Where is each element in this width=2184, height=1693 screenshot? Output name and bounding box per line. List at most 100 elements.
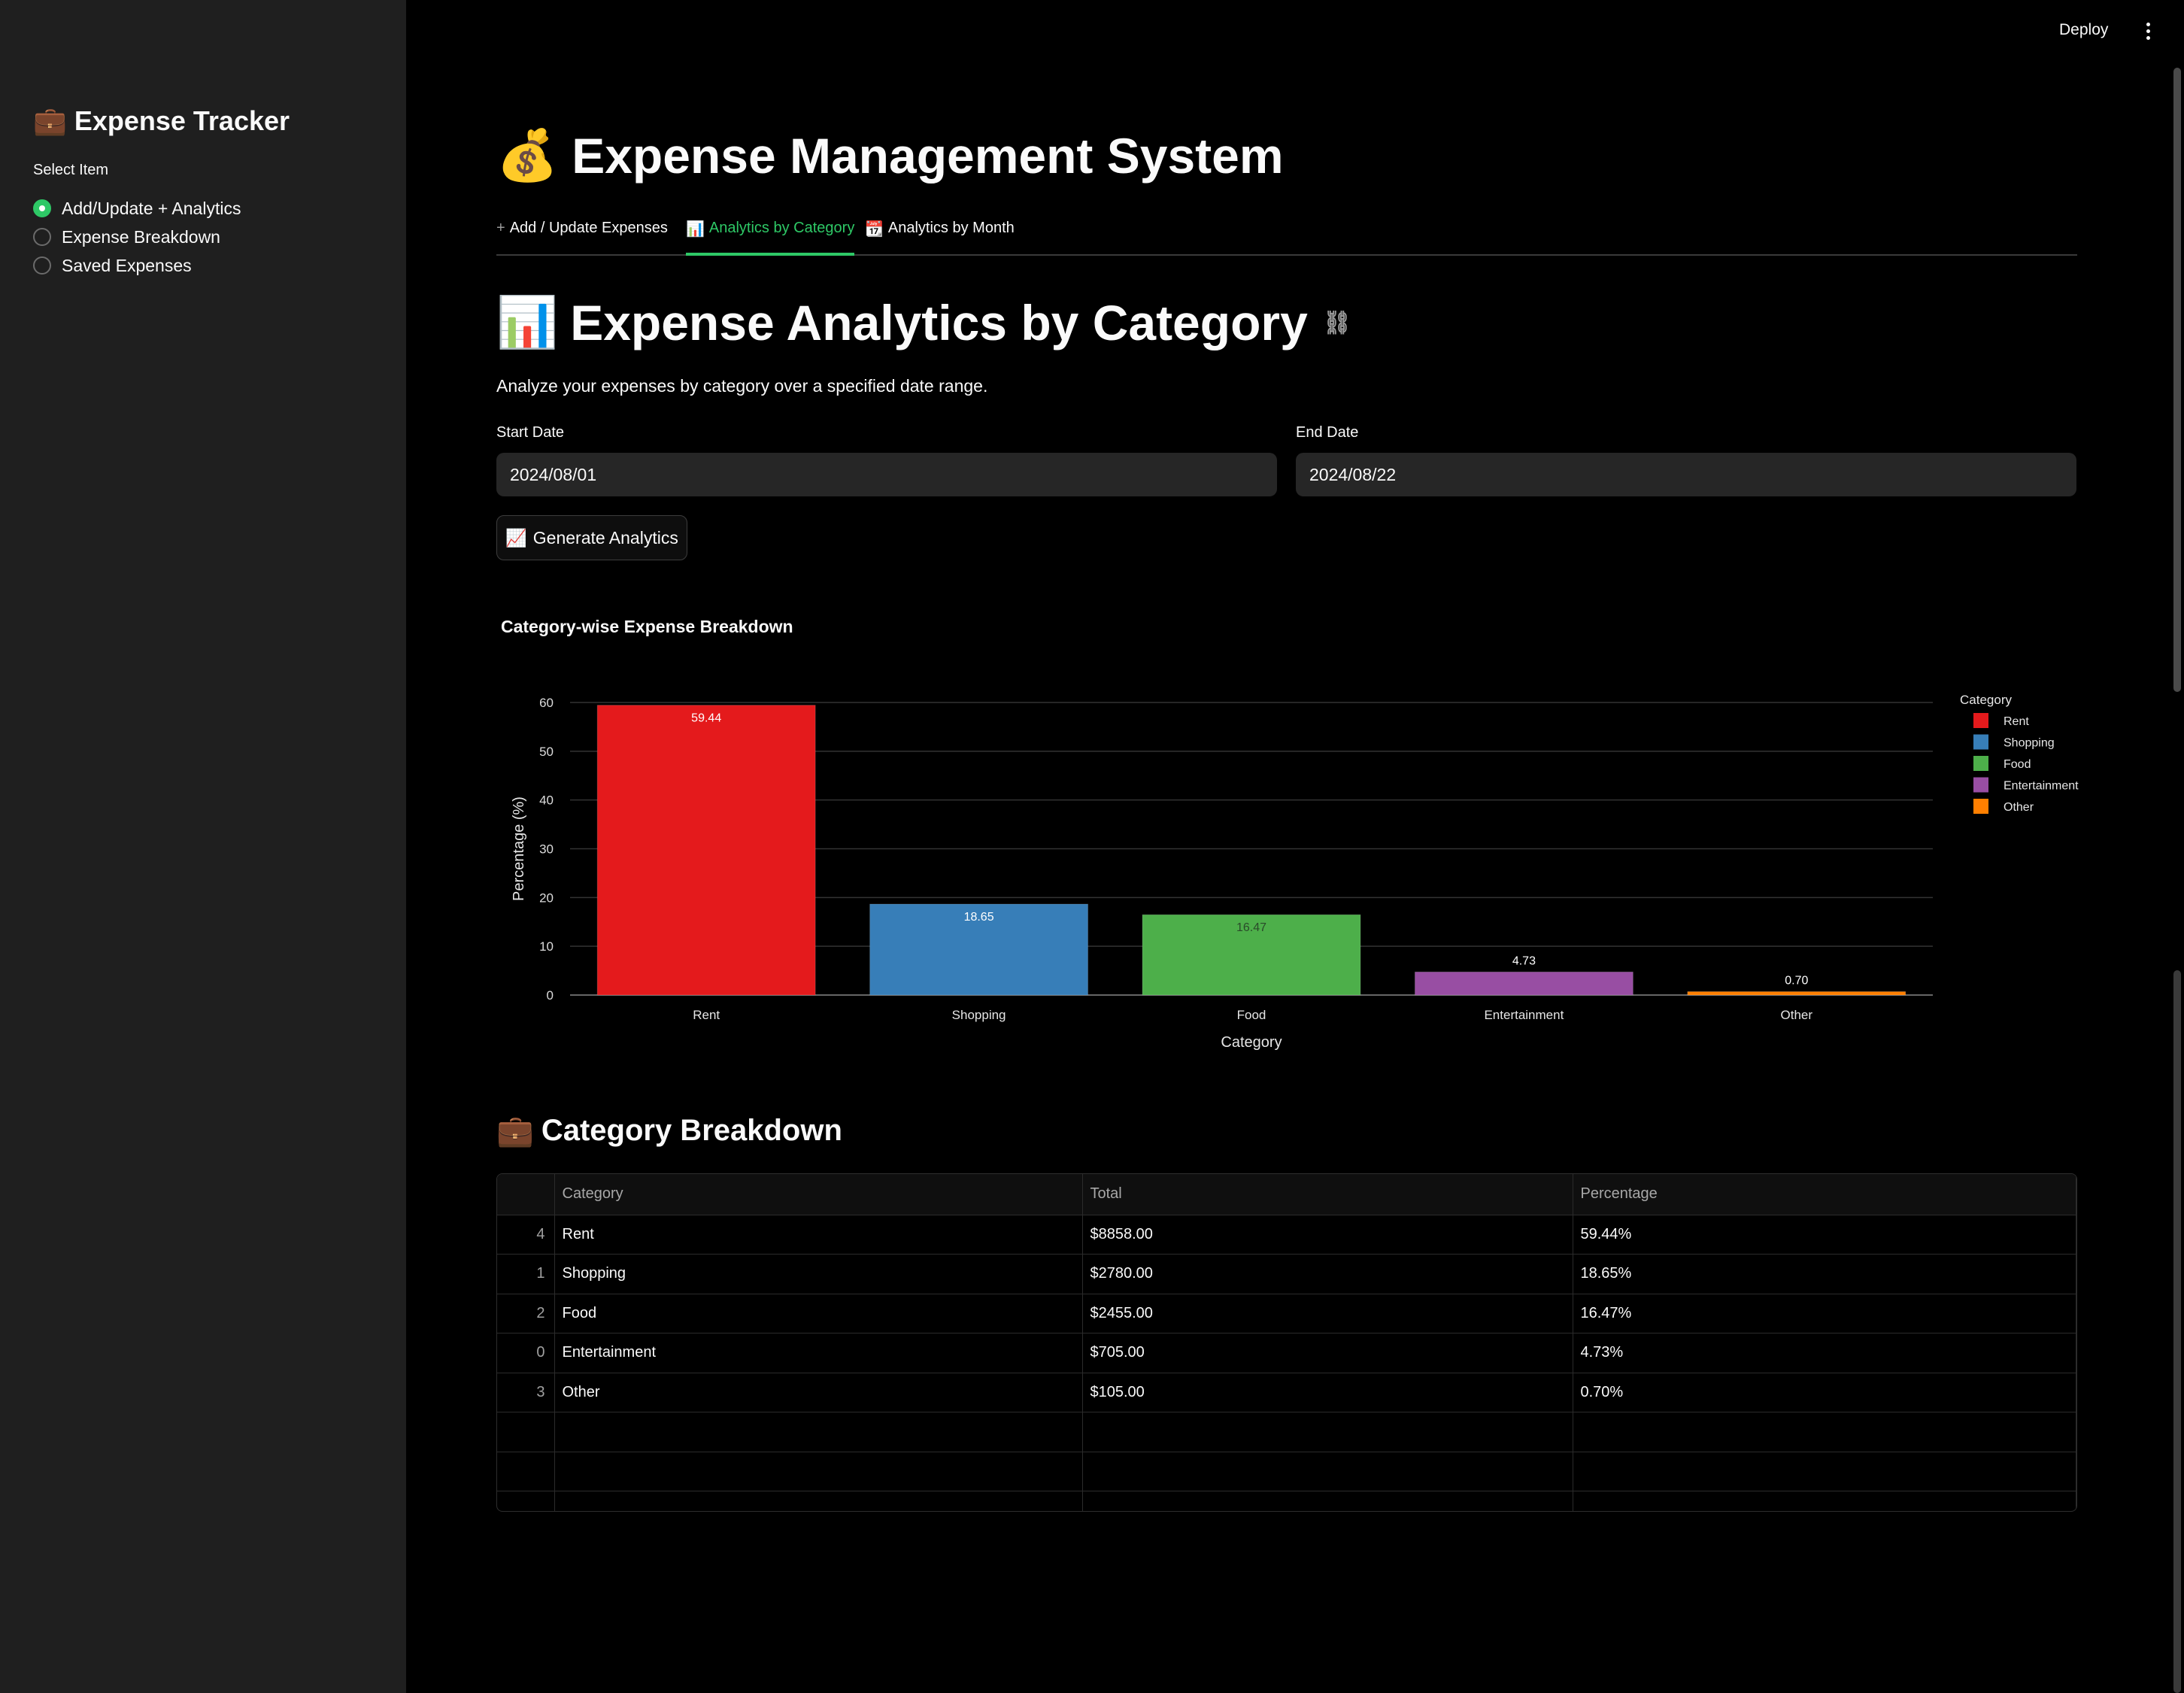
tab-analytics-by-category[interactable]: 📊 Analytics by Category — [686, 220, 855, 256]
empty-cell[interactable] — [497, 1452, 555, 1491]
page-title-text: Expense Management System — [572, 128, 1284, 184]
cell-total[interactable]: $2780.00 — [1082, 1254, 1573, 1294]
radio-option-add-update-analytics[interactable]: Add/Update + Analytics — [33, 194, 241, 223]
legend-swatch — [1973, 713, 1988, 728]
legend-title: Category — [1960, 693, 2012, 707]
plus-icon: + — [496, 220, 505, 236]
cell-category[interactable]: Other — [554, 1373, 1083, 1412]
empty-cell[interactable] — [1082, 1491, 1573, 1511]
bar-shopping — [869, 903, 1089, 996]
column-header-category[interactable]: Category — [554, 1174, 1083, 1215]
empty-cell[interactable] — [554, 1452, 1083, 1491]
row-index[interactable]: 4 — [497, 1215, 555, 1255]
column-header-percentage[interactable]: Percentage — [1573, 1174, 2076, 1215]
briefcase-icon: 💼 — [496, 1115, 534, 1148]
table-row[interactable]: 1 Shopping $2780.00 18.65% — [497, 1254, 2076, 1294]
cell-total[interactable]: $2455.00 — [1082, 1294, 1573, 1333]
cell-total[interactable]: $8858.00 — [1082, 1215, 1573, 1255]
category-breakdown-heading: 💼 Category Breakdown — [496, 1113, 842, 1148]
radio-option-saved-expenses[interactable]: Saved Expenses — [33, 251, 241, 280]
start-date-input[interactable] — [496, 453, 1277, 496]
table-row[interactable]: 2 Food $2455.00 16.47% — [497, 1294, 2076, 1333]
cell-percentage[interactable]: 4.73% — [1573, 1333, 2076, 1373]
column-header-total[interactable]: Total — [1082, 1174, 1573, 1215]
empty-cell[interactable] — [1573, 1491, 2076, 1511]
x-tick-label: Food — [1237, 1008, 1266, 1022]
empty-cell[interactable] — [554, 1491, 1083, 1511]
cell-category[interactable]: Food — [554, 1294, 1083, 1333]
cell-total[interactable]: $705.00 — [1082, 1333, 1573, 1373]
bar-value-label: 4.73 — [1512, 954, 1536, 967]
cell-total[interactable]: $105.00 — [1082, 1373, 1573, 1412]
tab-label: Add / Update Expenses — [509, 220, 668, 236]
empty-cell[interactable] — [1573, 1452, 2076, 1491]
empty-cell[interactable] — [497, 1491, 555, 1511]
scrollbar-thumb[interactable] — [2173, 68, 2181, 692]
row-index[interactable]: 3 — [497, 1373, 555, 1412]
y-tick-label: 60 — [539, 696, 554, 710]
section-description: Analyze your expenses by category over a… — [496, 376, 988, 396]
tab-bar: + Add / Update Expenses 📊 Analytics by C… — [496, 215, 2077, 256]
chart-increasing-icon: 📈 — [505, 527, 527, 548]
bar-value-label: 16.47 — [1236, 921, 1266, 934]
row-index[interactable]: 2 — [497, 1294, 555, 1333]
legend-swatch — [1973, 756, 1988, 771]
radio-unselected-icon[interactable] — [33, 228, 51, 246]
table-row[interactable]: 0 Entertainment $705.00 4.73% — [497, 1333, 2076, 1373]
deploy-button[interactable]: Deploy — [2059, 21, 2109, 38]
bar-food — [1142, 914, 1361, 996]
cell-category[interactable]: Rent — [554, 1215, 1083, 1255]
column-header-index[interactable] — [497, 1174, 555, 1215]
bar-value-label: 59.44 — [691, 712, 721, 725]
row-index[interactable]: 1 — [497, 1254, 555, 1294]
briefcase-icon: 💼 — [33, 105, 67, 136]
radio-option-expense-breakdown[interactable]: Expense Breakdown — [33, 223, 241, 251]
empty-cell[interactable] — [1082, 1412, 1573, 1452]
category-breakdown-title: Category Breakdown — [541, 1114, 842, 1147]
table-row[interactable]: 4 Rent $8858.00 59.44% — [497, 1215, 2076, 1255]
link-icon[interactable]: ⛓ — [1322, 310, 1351, 335]
tab-add-update-expenses[interactable]: + Add / Update Expenses — [496, 220, 668, 256]
table-row[interactable]: 3 Other $105.00 0.70% — [497, 1373, 2076, 1412]
legend-label: Other — [2004, 801, 2034, 814]
radio-option-label: Expense Breakdown — [62, 226, 220, 247]
legend-label: Entertainment — [2004, 780, 2079, 793]
y-tick-label: 30 — [539, 842, 554, 857]
row-index[interactable]: 0 — [497, 1333, 555, 1373]
bar-entertainment — [1414, 971, 1633, 996]
empty-table-row[interactable] — [497, 1412, 2076, 1452]
kebab-menu-icon[interactable] — [2142, 23, 2154, 44]
x-tick-label: Shopping — [952, 1008, 1006, 1022]
cell-percentage[interactable]: 16.47% — [1573, 1294, 2076, 1333]
bar-chart-icon: 📊 — [496, 294, 559, 350]
cell-category[interactable]: Entertainment — [554, 1333, 1083, 1373]
empty-table-row[interactable] — [497, 1452, 2076, 1491]
end-date-input[interactable] — [1296, 453, 2076, 496]
cell-percentage[interactable]: 59.44% — [1573, 1215, 2076, 1255]
y-tick-label: 10 — [539, 939, 554, 954]
bar-chart: 0 10 20 30 40 50 60 59.44 Rent 18.65 Shopping 16.47… — [511, 693, 2079, 1051]
radio-unselected-icon[interactable] — [33, 256, 51, 275]
scrollbar-track[interactable] — [2173, 970, 2181, 1693]
empty-cell[interactable] — [1082, 1452, 1573, 1491]
breakdown-table[interactable]: Category Total Percentage 4 Rent $8858.00 5… — [496, 1173, 2077, 1512]
empty-table-row[interactable] — [497, 1491, 2076, 1511]
empty-cell[interactable] — [554, 1412, 1083, 1452]
cell-category[interactable]: Shopping — [554, 1254, 1083, 1294]
x-tick-label: Other — [1781, 1008, 1813, 1022]
empty-cell[interactable] — [497, 1412, 555, 1452]
y-tick-label: 20 — [539, 890, 554, 905]
cell-percentage[interactable]: 0.70% — [1573, 1373, 2076, 1412]
cell-percentage[interactable]: 18.65% — [1573, 1254, 2076, 1294]
legend-swatch — [1973, 777, 1988, 793]
generate-analytics-label: Generate Analytics — [532, 527, 678, 548]
bar-value-label: 0.70 — [1785, 974, 1808, 987]
radio-selected-icon[interactable] — [33, 199, 51, 217]
tab-analytics-by-month[interactable]: 📆 Analytics by Month — [865, 220, 1015, 256]
generate-analytics-button[interactable]: 📈 Generate Analytics — [496, 515, 687, 560]
y-tick-label: 40 — [539, 793, 554, 808]
sidebar: 💼 Expense Tracker Select Item Add/Update… — [0, 0, 406, 1693]
start-date-label: Start Date — [496, 424, 565, 441]
empty-cell[interactable] — [1573, 1412, 2076, 1452]
legend-label: Rent — [2004, 715, 2029, 728]
